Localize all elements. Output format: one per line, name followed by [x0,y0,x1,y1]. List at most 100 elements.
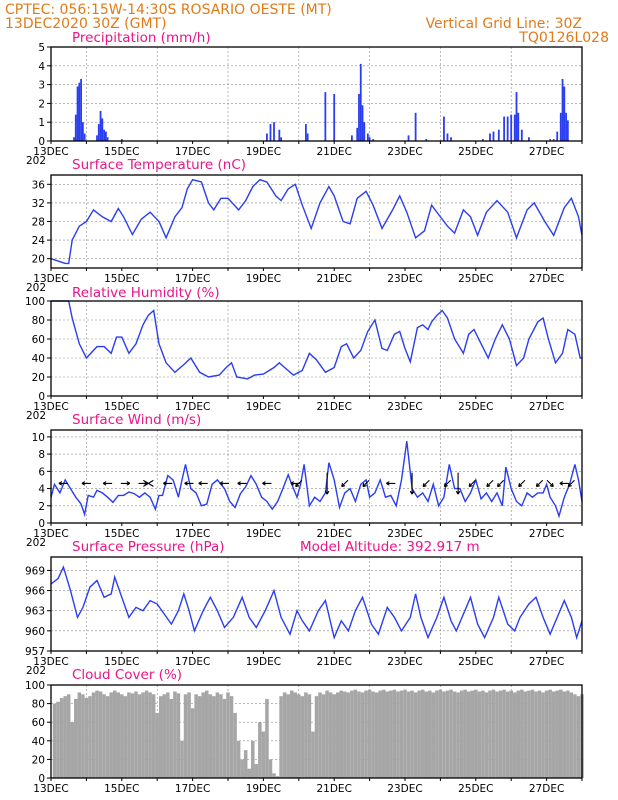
cloud-cover-bar [488,690,492,778]
precip-bar [304,124,307,141]
precip-x-tick-label: 17DEC [175,146,210,158]
cloud-cover-bar [166,692,170,778]
cloud-cover-bar [127,692,131,778]
precip-x-tick-label: 15DEC [104,146,139,158]
precip-bar [306,133,309,141]
precip-x-tick-label: 27DEC [529,146,564,158]
cloud-cover-bar [155,712,159,778]
rh-y-tick-label: 100 [25,296,45,308]
wind-x-tick-label: 23DEC [387,528,422,540]
cloud-cover-bar [63,696,67,778]
wind-direction-arrow [262,481,272,486]
precip-bar [566,120,569,141]
cloud-cover-bar [428,690,432,778]
precip-bar [520,129,523,141]
cloud-cover-bar [378,690,382,778]
pres-x-tick-label: 21DEC [316,656,351,668]
cloud-panel-title: Cloud Cover (%) [72,667,182,683]
wind-direction-arrow [58,481,68,486]
rh-plot-frame [50,300,583,397]
cloud-cover-bar [134,691,138,778]
wind-series-line [50,441,583,519]
cloud-cover-bar [190,708,195,778]
pres-y-tick-label: 963 [25,606,45,618]
wind-y-tick-label: 8 [38,449,45,461]
pres-x-tick-label: 25DEC [458,656,493,668]
pres-plot-frame [50,556,583,652]
cloud-cover-bar [498,690,503,778]
pres-x-year-fragment: 202 [26,665,46,677]
temp-y-tick-label: 20 [32,254,45,266]
cloud-cover-bar [251,740,255,778]
cloud-cover-bar [321,694,326,778]
cloud-cover-bar [456,692,460,778]
precip-bar [552,139,555,141]
cloud-cover-bar [466,691,471,778]
rh-y-tick-label: 80 [32,315,45,327]
pres-x-tick-label: 27DEC [529,656,564,668]
meteogram-panels: Precipitation (mm/h) 0 1 2 3 4 5 13DEC 15DEC 17DE… [25,30,584,795]
precip-bar [76,86,79,141]
temp-x-tick-label: 27DEC [529,273,564,285]
precip-bar [425,139,428,141]
pres-x-tick-label: 17DEC [175,656,210,668]
wind-direction-arrow [295,479,303,488]
precip-bar [356,127,359,141]
cloud-cover-bar [438,689,443,778]
pres-x-tick-label: 13DEC [33,656,68,668]
cloud-cover-bar [272,773,276,778]
cloud-cover-bar [343,691,347,778]
precip-bar [481,139,484,141]
temp-x-tick-label: 13DEC [33,273,68,285]
wind-x-tick-label: 17DEC [175,528,210,540]
temp-x-tick-label: 17DEC [175,273,210,285]
cloud-cover-bar [183,694,188,778]
wind-plot-frame [50,429,583,524]
cloud-cover-bar [502,689,506,778]
cloud-cover-bar [77,692,82,778]
cloud-cover-bar [477,691,482,778]
temp-x-tick-label: 25DEC [458,273,493,285]
cloud-cover-bar [576,696,581,778]
rh-x-tick-label: 27DEC [529,401,564,413]
rh-x-tick-label: 17DEC [175,401,210,413]
cloud-panel: Cloud Cover (%) 0 20 40 60 80 100 13DEC 15DEC 17D… [25,667,584,795]
precip-bar [78,82,81,141]
cloud-cover-bar [512,692,517,778]
precip-bar [559,112,562,141]
cloud-cover-bar [265,698,269,778]
precip-bar [120,139,123,141]
cloud-x-tick-label: 15DEC [104,783,139,795]
cloud-cover-bar [88,696,92,778]
temp-series-line [50,178,583,265]
precip-bar [81,122,84,141]
cloud-cover-bar [197,696,202,778]
cloud-cover-bar [357,691,361,778]
precip-bar [407,135,410,141]
precip-bar [266,133,268,141]
cloud-cover-bar [530,689,535,778]
cloud-cover-bar [70,722,74,778]
cloud-cover-bar [516,690,521,778]
cloud-cover-bar [534,691,538,778]
cloud-cover-bar [254,764,259,778]
cloud-cover-bar [74,698,78,778]
cloud-cover-bar [325,690,329,778]
cloud-cover-bar [350,690,354,778]
precip-y-tick-label: 2 [38,98,45,110]
precip-x-tick-label: 25DEC [458,146,493,158]
cloud-cover-bar [548,689,552,778]
cloud-cover-bar [346,692,351,778]
wind-direction-arrow [81,481,91,486]
rh-y-tick-label: 0 [38,391,45,403]
cloud-cover-bar [194,694,198,778]
cloud-cover-bar [282,692,287,778]
pres-y-tick-label: 969 [25,565,45,577]
wind-panel: Surface Wind (m/s) 0 2 4 6 8 10 13DEC 15DEC 17DEC… [26,412,583,549]
cloud-cover-bar [162,694,167,778]
wind-y-tick-label: 6 [38,466,45,478]
cloud-cover-bar [116,692,121,778]
cloud-cover-bar [300,696,305,778]
cloud-cover-bar [141,692,145,778]
